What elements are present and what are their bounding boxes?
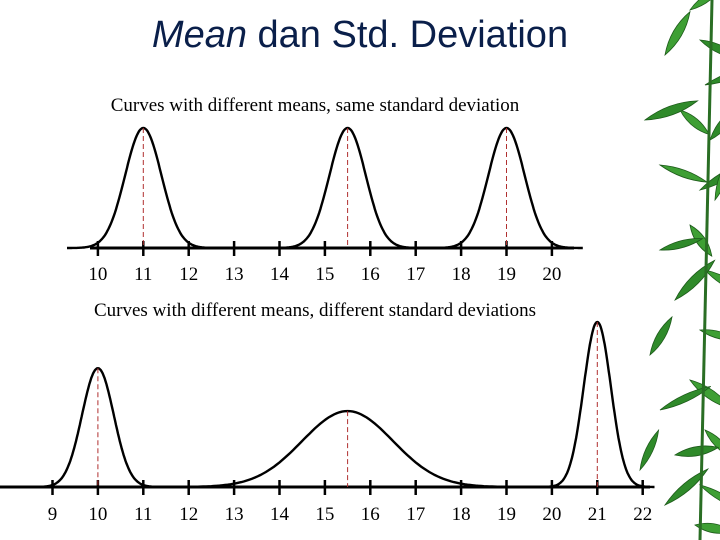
- x-axis-tick-label: 16: [361, 504, 380, 525]
- top-curves-panel: 10 11 12 13 14 15 16 17 18 19 20: [67, 126, 583, 285]
- bamboo-leaf: [679, 109, 710, 136]
- bamboo-leaf: [698, 484, 720, 511]
- x-axis-tick-label: 10: [88, 264, 107, 285]
- x-axis-tick-label: 20: [542, 504, 561, 525]
- title-rest: dan Std. Deviation: [246, 14, 569, 56]
- bamboo-leaf: [698, 39, 720, 60]
- bamboo-leaf: [698, 329, 720, 341]
- bamboo-leaf: [649, 315, 673, 357]
- slide-title: Mean dan Std. Deviation: [0, 14, 720, 57]
- bamboo-leaf: [714, 151, 720, 202]
- x-axis-tick-label: 12: [179, 504, 198, 525]
- title-italic-part: Mean: [151, 14, 247, 56]
- bamboo-leaf: [673, 445, 720, 457]
- bamboo-leaf: [704, 65, 720, 86]
- x-axis-tick-label: 13: [225, 504, 244, 525]
- bamboo-leaf: [664, 10, 691, 57]
- x-axis-tick-label: 17: [406, 504, 425, 525]
- bottom-curves-panel: 9 10 11 12 13 14 15 16 17 18 19 20 21 22: [0, 320, 655, 525]
- x-axis-tick-label: 17: [406, 264, 425, 285]
- bamboo-stem: [698, 0, 714, 540]
- bamboo-leaf: [659, 385, 712, 411]
- x-axis-tick-label: 14: [270, 504, 290, 525]
- x-axis-tick-label: 19: [497, 264, 516, 285]
- bamboo-leaf: [703, 269, 720, 296]
- x-axis-tick-label: 19: [497, 504, 516, 525]
- x-axis-tick-label: 11: [134, 504, 152, 525]
- bamboo-leaf: [658, 238, 704, 251]
- x-axis-tick-label: 22: [633, 504, 652, 525]
- x-axis-tick-label: 11: [134, 264, 152, 285]
- bamboo-leaf: [674, 259, 716, 301]
- x-axis-tick-label: 13: [225, 264, 244, 285]
- bamboo-leaf: [658, 164, 709, 183]
- bamboo-leaf: [689, 0, 720, 11]
- x-axis-tick-label: 9: [48, 504, 58, 525]
- x-axis-tick-label: 15: [315, 504, 334, 525]
- bamboo-leaf: [694, 522, 720, 534]
- bamboo-leaves-decoration: [639, 0, 720, 540]
- x-axis-tick-label: 14: [270, 264, 290, 285]
- bamboo-leaf: [639, 428, 660, 472]
- x-axis-tick-label: 20: [542, 264, 561, 285]
- x-axis-tick-label: 16: [361, 264, 380, 285]
- x-axis-tick-label: 10: [88, 504, 107, 525]
- bamboo-leaf: [709, 105, 720, 141]
- bamboo-leaf: [643, 100, 699, 121]
- x-axis-tick-label: 15: [315, 264, 334, 285]
- x-axis-tick-label: 21: [588, 504, 607, 525]
- x-axis-tick-label: 12: [179, 264, 198, 285]
- bamboo-leaf: [704, 429, 720, 458]
- caption-same-sd: Curves with different means, same standa…: [110, 95, 520, 116]
- bamboo-leaf: [698, 161, 720, 191]
- x-axis-tick-label: 18: [452, 504, 471, 525]
- bamboo-leaf: [663, 468, 710, 506]
- x-axis-tick-label: 18: [452, 264, 471, 285]
- bamboo-leaf: [689, 224, 713, 257]
- caption-different-sd: Curves with different means, different s…: [94, 300, 536, 321]
